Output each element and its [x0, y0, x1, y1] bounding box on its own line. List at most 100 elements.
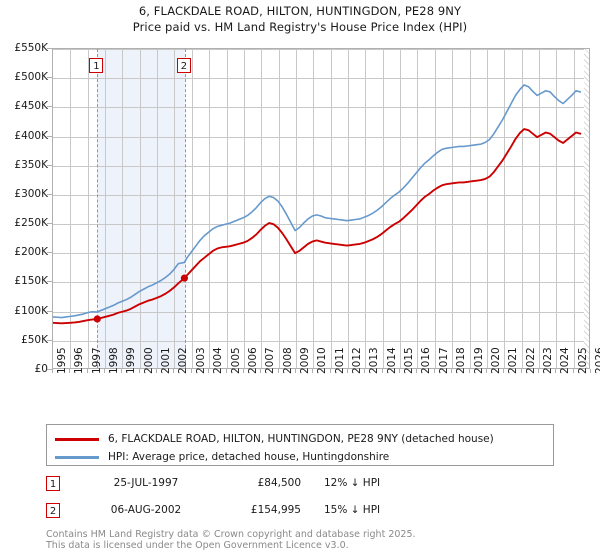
x-axis-tick-label: 2009: [298, 347, 311, 374]
sale-point-marker[interactable]: [180, 274, 188, 282]
x-axis-tick-label: 2000: [142, 347, 155, 374]
y-axis-tick-mark: [47, 223, 52, 225]
x-axis-tick-label: 2020: [489, 347, 502, 374]
row-hpi-delta: 15% ↓ HPI: [324, 504, 381, 516]
x-axis-tick-mark: [173, 369, 175, 373]
x-axis-tick-mark: [277, 369, 279, 373]
footer-line-2: This data is licensed under the Open Gov…: [46, 540, 349, 551]
x-axis-tick-mark: [69, 369, 71, 373]
x-axis-tick-label: 2021: [507, 347, 520, 374]
x-axis-tick-mark: [399, 369, 401, 373]
title-line-2: Price paid vs. HM Land Registry's House …: [132, 20, 468, 34]
table-row[interactable]: 2 06-AUG-2002 £154,995 15% ↓ HPI: [46, 503, 446, 523]
transaction-badge-2[interactable]: 2: [176, 58, 191, 73]
transaction-marker-lines: [53, 49, 589, 368]
x-axis-tick-mark: [260, 369, 262, 373]
x-axis-tick-label: 2006: [246, 347, 259, 374]
x-axis-tick-mark: [347, 369, 349, 373]
grid-line-horizontal: [53, 253, 589, 254]
grid-line-vertical: [279, 49, 280, 368]
grid-line-vertical: [331, 49, 332, 368]
y-axis-tick-mark: [47, 164, 52, 166]
transaction-marker-line: [97, 49, 99, 368]
x-axis-tick-mark: [312, 369, 314, 373]
footer-attribution: Contains HM Land Registry data © Crown c…: [46, 529, 566, 551]
x-axis-tick-label: 2003: [194, 347, 207, 374]
grid-line-vertical: [227, 49, 228, 368]
grid-line-vertical: [400, 49, 401, 368]
x-axis-tick-label: 2010: [316, 347, 329, 374]
y-axis-tick-mark: [47, 135, 52, 137]
grid-line-vertical: [261, 49, 262, 368]
grid-line-vertical: [192, 49, 193, 368]
x-axis-tick-label: 2019: [472, 347, 485, 374]
y-axis-tick-label: £400K: [14, 129, 48, 142]
x-axis-tick-mark: [121, 369, 123, 373]
y-axis-tick-label: £350K: [14, 158, 48, 171]
grid-line-horizontal: [53, 341, 589, 342]
x-axis-tick-label: 2017: [437, 347, 450, 374]
row-sale-price: £154,995: [250, 504, 301, 516]
row-sale-date: 06-AUG-2002: [110, 504, 182, 516]
table-row[interactable]: 1 25-JUL-1997 £84,500 12% ↓ HPI: [46, 476, 446, 496]
x-axis-tick-label: 1995: [56, 347, 68, 374]
grid-line-vertical: [244, 49, 245, 368]
x-axis-tick-mark: [156, 369, 158, 373]
grid-line-horizontal: [53, 224, 589, 225]
x-axis-tick-label: 2008: [281, 347, 294, 374]
x-axis-tick-mark: [572, 369, 574, 373]
x-axis-tick-mark: [208, 369, 210, 373]
x-axis-tick-label: 2002: [177, 347, 190, 374]
row-sale-price: £84,500: [257, 477, 301, 489]
series-price-paid-swatch: [55, 438, 99, 441]
grid-line-horizontal: [53, 312, 589, 313]
grid-line-horizontal: [53, 49, 589, 50]
y-axis-tick-mark: [47, 106, 52, 108]
x-axis-tick-mark: [381, 369, 383, 373]
grid-line-vertical: [574, 49, 575, 368]
x-axis-tick-mark: [329, 369, 331, 373]
x-axis-tick-label: 2013: [368, 347, 381, 374]
grid-line-vertical: [365, 49, 366, 368]
grid-line-vertical: [313, 49, 314, 368]
x-axis-tick-mark: [104, 369, 106, 373]
x-axis-tick-label: 1996: [73, 347, 86, 374]
row-hpi-delta: 12% ↓ HPI: [324, 477, 381, 489]
x-axis-tick-label: 2011: [333, 347, 346, 374]
transaction-marker-line: [184, 49, 186, 368]
x-axis-tick-mark: [520, 369, 522, 373]
x-axis-tick-label: 2024: [559, 347, 572, 374]
grid-line-vertical: [556, 49, 557, 368]
sale-point-marker[interactable]: [93, 315, 101, 323]
x-axis-tick-mark: [468, 369, 470, 373]
y-axis-tick-mark: [47, 77, 52, 79]
x-axis-tick-mark: [433, 369, 435, 373]
x-axis-tick-label: 2005: [229, 347, 242, 374]
grid-line-vertical: [470, 49, 471, 368]
y-axis-tick-label: £50K: [21, 333, 48, 346]
x-axis-tick-mark: [138, 369, 140, 373]
grid-line-vertical: [122, 49, 123, 368]
y-axis-tick-mark: [47, 48, 52, 49]
y-axis-tick-label: £250K: [14, 217, 48, 230]
grid-line-vertical: [209, 49, 210, 368]
x-axis-tick-label: 1997: [90, 347, 103, 374]
grid-line-horizontal: [53, 137, 589, 138]
grid-line-vertical: [157, 49, 158, 368]
row-sale-date: 25-JUL-1997: [113, 477, 179, 489]
grid-line-vertical: [383, 49, 384, 368]
transaction-badge-1[interactable]: 1: [89, 58, 104, 73]
grid-line-vertical: [504, 49, 505, 368]
y-axis-tick-mark: [47, 310, 52, 312]
plot-area: [52, 48, 590, 369]
x-axis-tick-label: 2026: [594, 347, 600, 374]
x-axis-tick-label: 2012: [351, 347, 364, 374]
x-axis-tick-mark: [485, 369, 487, 373]
row-index-badge: 1: [46, 476, 60, 491]
x-axis-tick-label: 2001: [160, 347, 173, 374]
y-axis-tick-mark: [47, 281, 52, 283]
grid-line-vertical: [70, 49, 71, 368]
x-axis-tick-mark: [190, 369, 192, 373]
y-axis-tick-mark: [47, 252, 52, 254]
series-hpi-swatch: [55, 456, 99, 459]
